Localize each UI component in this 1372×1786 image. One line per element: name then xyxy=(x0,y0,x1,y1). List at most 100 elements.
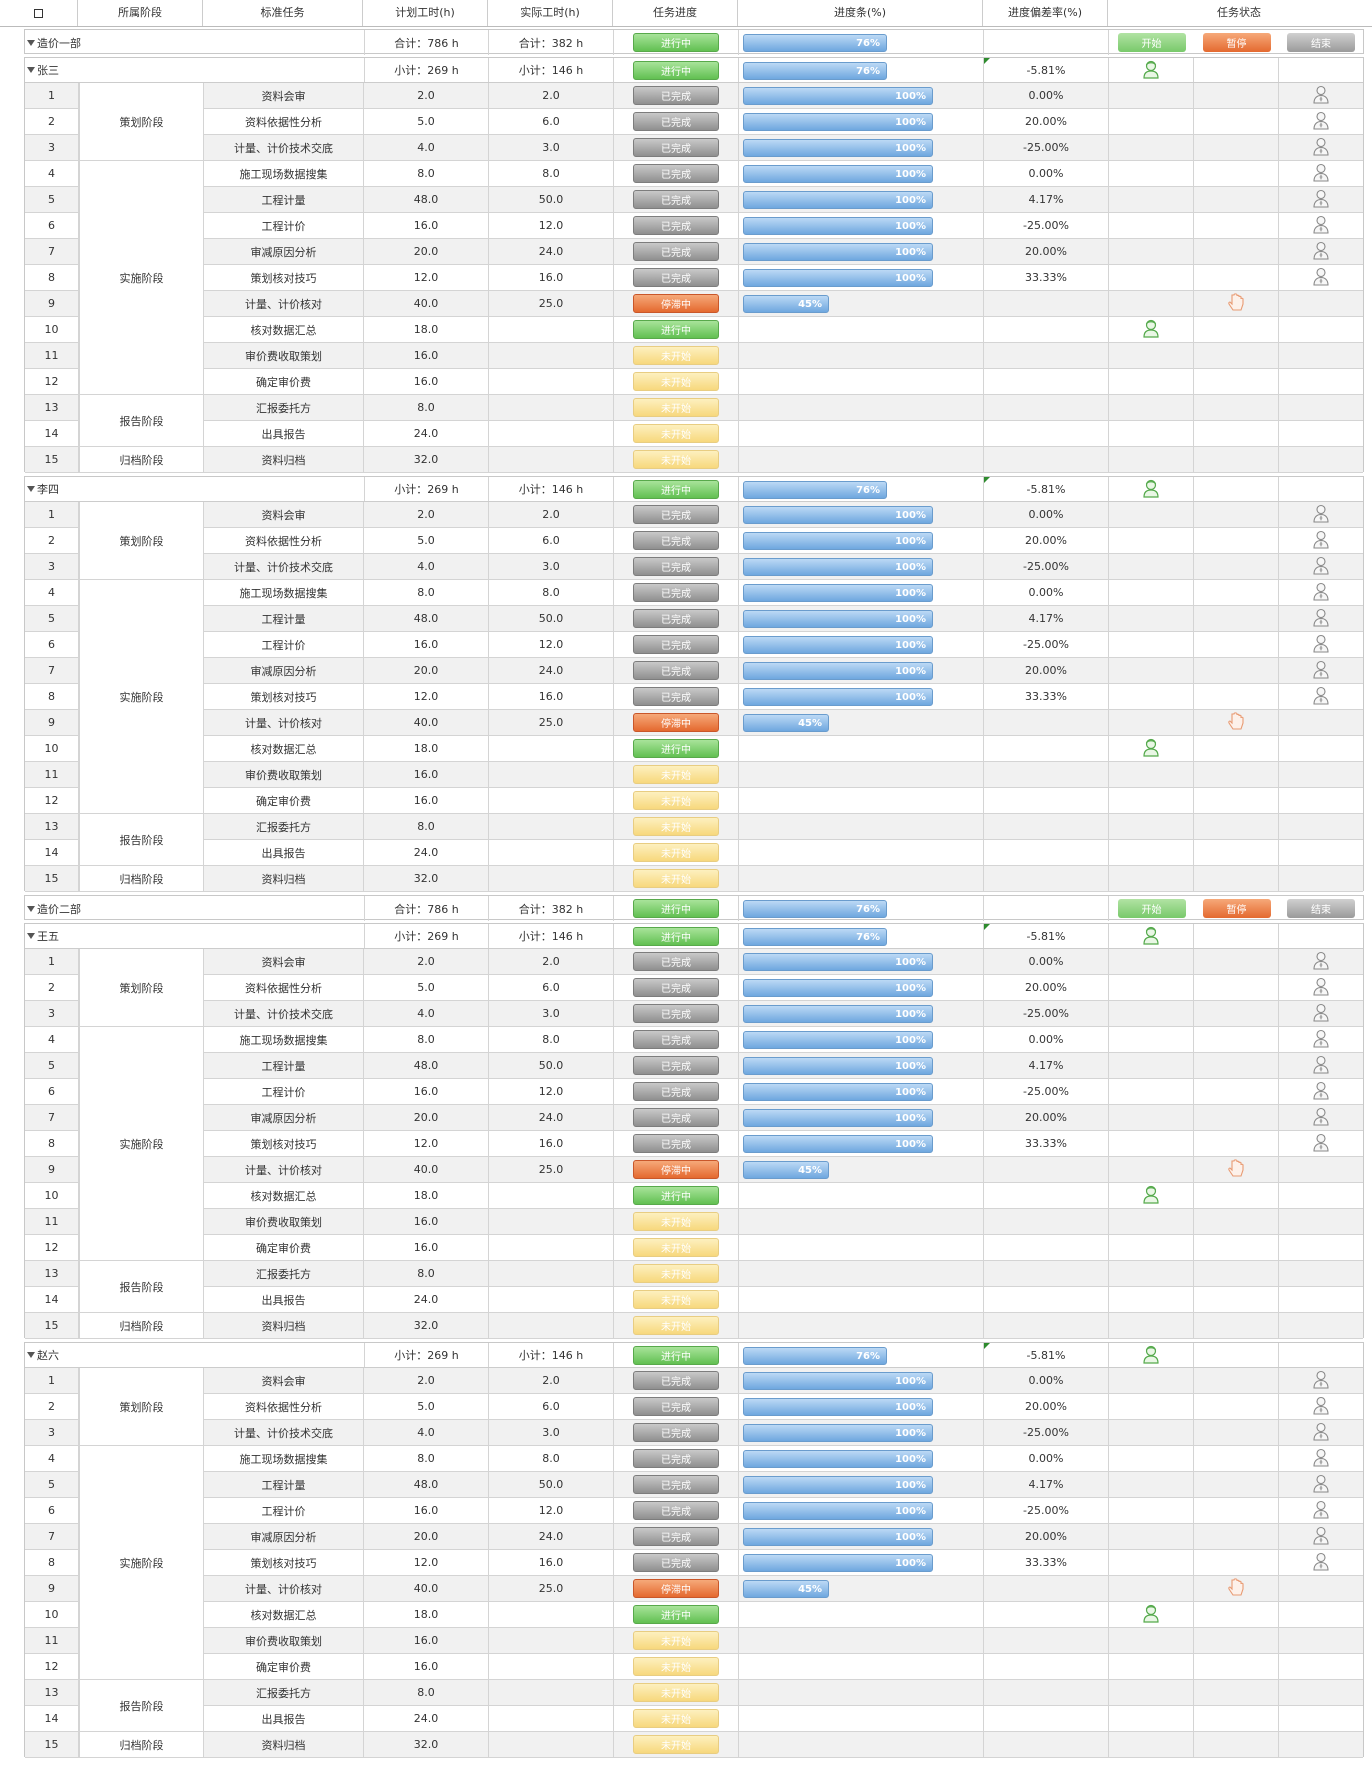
collapse-triangle-icon[interactable] xyxy=(27,1352,35,1358)
person-icon[interactable] xyxy=(1312,266,1330,289)
task-status-button[interactable]: 已完成 xyxy=(633,1371,719,1390)
start-button[interactable]: 开始 xyxy=(1117,899,1186,918)
end-button[interactable]: 结束 xyxy=(1287,899,1355,918)
table-row[interactable]: 14 出具报告 24.0 未开始 xyxy=(25,840,1363,866)
table-row[interactable]: 10 核对数据汇总 18.0 进行中 xyxy=(25,317,1363,343)
task-status-button[interactable]: 已完成 xyxy=(633,1108,719,1127)
table-row[interactable]: 4 施工现场数据搜集 8.0 8.0 已完成 100% 0.00% xyxy=(25,1027,1363,1053)
person-icon[interactable] xyxy=(1312,1447,1330,1470)
task-status-button[interactable]: 未开始 xyxy=(633,398,719,417)
department-toggle[interactable]: 造价一部 xyxy=(27,30,81,55)
table-row[interactable]: 1 资料会审 2.0 2.0 已完成 100% 0.00% xyxy=(25,1368,1363,1394)
person-icon[interactable] xyxy=(1312,84,1330,107)
person-icon[interactable] xyxy=(1312,1106,1330,1129)
table-row[interactable]: 11 审价费收取策划 16.0 未开始 xyxy=(25,762,1363,788)
task-status-button[interactable]: 已完成 xyxy=(633,112,719,131)
person-icon[interactable] xyxy=(1312,1421,1330,1444)
task-status-button[interactable]: 进行中 xyxy=(633,320,719,339)
table-row[interactable]: 14 出具报告 24.0 未开始 xyxy=(25,421,1363,447)
collapse-triangle-icon[interactable] xyxy=(27,905,35,912)
table-row[interactable]: 9 计量、计价核对 40.0 25.0 停滞中 45% xyxy=(25,710,1363,736)
person-icon[interactable] xyxy=(1312,555,1330,578)
collapse-triangle-icon[interactable] xyxy=(27,933,35,939)
task-status-button[interactable]: 已完成 xyxy=(633,1553,719,1572)
table-row[interactable]: 9 计量、计价核对 40.0 25.0 停滞中 45% xyxy=(25,1576,1363,1602)
task-status-button[interactable]: 已完成 xyxy=(633,531,719,550)
task-status-button[interactable]: 未开始 xyxy=(633,450,719,469)
person-icon[interactable] xyxy=(1312,581,1330,604)
table-row[interactable]: 7 审减原因分析 20.0 24.0 已完成 100% 20.00% xyxy=(25,1105,1363,1131)
task-status-button[interactable]: 未开始 xyxy=(633,372,719,391)
table-row[interactable]: 4 施工现场数据搜集 8.0 8.0 已完成 100% 0.00% xyxy=(25,161,1363,187)
person-status-button[interactable]: 进行中 xyxy=(633,1345,719,1365)
table-row[interactable]: 4 施工现场数据搜集 8.0 8.0 已完成 100% 0.00% xyxy=(25,1446,1363,1472)
person-icon[interactable] xyxy=(1312,1525,1330,1548)
task-status-button[interactable]: 已完成 xyxy=(633,557,719,576)
task-status-button[interactable]: 已完成 xyxy=(633,164,719,183)
task-status-button[interactable]: 未开始 xyxy=(633,869,719,888)
task-status-button[interactable]: 未开始 xyxy=(633,1264,719,1283)
task-status-button[interactable]: 未开始 xyxy=(633,791,719,810)
start-button[interactable]: 开始 xyxy=(1117,33,1186,52)
table-row[interactable]: 13 汇报委托方 8.0 未开始 xyxy=(25,395,1363,421)
task-status-button[interactable]: 未开始 xyxy=(633,1683,719,1702)
person-icon[interactable] xyxy=(1312,633,1330,656)
person-working-icon[interactable] xyxy=(1142,318,1160,341)
person-status-button[interactable]: 进行中 xyxy=(633,926,719,946)
table-row[interactable]: 7 审减原因分析 20.0 24.0 已完成 100% 20.00% xyxy=(25,239,1363,265)
department-status-button[interactable]: 进行中 xyxy=(633,33,719,52)
task-status-button[interactable]: 已完成 xyxy=(633,1004,719,1023)
table-row[interactable]: 8 策划核对技巧 12.0 16.0 已完成 100% 33.33% xyxy=(25,265,1363,291)
task-status-button[interactable]: 已完成 xyxy=(633,1475,719,1494)
hand-pointer-icon[interactable] xyxy=(1227,1577,1245,1600)
table-row[interactable]: 15 资料归档 32.0 未开始 xyxy=(25,447,1363,473)
person-icon[interactable] xyxy=(1312,976,1330,999)
task-status-button[interactable]: 已完成 xyxy=(633,583,719,602)
person-icon[interactable] xyxy=(1312,1551,1330,1574)
task-status-button[interactable]: 停滞中 xyxy=(633,713,719,732)
table-row[interactable]: 6 工程计价 16.0 12.0 已完成 100% -25.00% xyxy=(25,1498,1363,1524)
person-working-icon[interactable] xyxy=(1142,1184,1160,1207)
table-row[interactable]: 7 审减原因分析 20.0 24.0 已完成 100% 20.00% xyxy=(25,658,1363,684)
person-icon[interactable] xyxy=(1312,529,1330,552)
task-status-button[interactable]: 已完成 xyxy=(633,1527,719,1546)
task-status-button[interactable]: 停滞中 xyxy=(633,1579,719,1598)
task-status-button[interactable]: 未开始 xyxy=(633,1290,719,1309)
person-icon[interactable] xyxy=(1312,1080,1330,1103)
person-icon[interactable] xyxy=(1312,1028,1330,1051)
task-status-button[interactable]: 已完成 xyxy=(633,86,719,105)
col-task-status[interactable]: 任务状态 xyxy=(1217,6,1261,19)
table-row[interactable]: 15 资料归档 32.0 未开始 xyxy=(25,1732,1363,1758)
person-working-icon[interactable] xyxy=(1142,59,1160,82)
col-actual-hours[interactable]: 实际工时(h) xyxy=(488,0,613,26)
table-row[interactable]: 2 资料依据性分析 5.0 6.0 已完成 100% 20.00% xyxy=(25,975,1363,1001)
person-icon[interactable] xyxy=(1312,240,1330,263)
task-status-button[interactable]: 未开始 xyxy=(633,1212,719,1231)
task-status-button[interactable]: 已完成 xyxy=(633,635,719,654)
table-row[interactable]: 10 核对数据汇总 18.0 进行中 xyxy=(25,736,1363,762)
table-row[interactable]: 8 策划核对技巧 12.0 16.0 已完成 100% 33.33% xyxy=(25,1550,1363,1576)
table-row[interactable]: 2 资料依据性分析 5.0 6.0 已完成 100% 20.00% xyxy=(25,528,1363,554)
table-row[interactable]: 6 工程计价 16.0 12.0 已完成 100% -25.00% xyxy=(25,1079,1363,1105)
task-status-button[interactable]: 未开始 xyxy=(633,1631,719,1650)
table-row[interactable]: 1 资料会审 2.0 2.0 已完成 100% 0.00% xyxy=(25,502,1363,528)
col-deviation[interactable]: 进度偏差率(%) xyxy=(983,0,1108,26)
person-icon[interactable] xyxy=(1312,1499,1330,1522)
table-row[interactable]: 5 工程计量 48.0 50.0 已完成 100% 4.17% xyxy=(25,187,1363,213)
task-status-button[interactable]: 未开始 xyxy=(633,346,719,365)
table-row[interactable]: 1 资料会审 2.0 2.0 已完成 100% 0.00% xyxy=(25,83,1363,109)
table-row[interactable]: 15 资料归档 32.0 未开始 xyxy=(25,1313,1363,1339)
table-row[interactable]: 11 审价费收取策划 16.0 未开始 xyxy=(25,343,1363,369)
person-icon[interactable] xyxy=(1312,136,1330,159)
person-icon[interactable] xyxy=(1312,1395,1330,1418)
end-button[interactable]: 结束 xyxy=(1287,33,1355,52)
task-status-button[interactable]: 已完成 xyxy=(633,1501,719,1520)
task-status-button[interactable]: 未开始 xyxy=(633,424,719,443)
task-status-button[interactable]: 进行中 xyxy=(633,1186,719,1205)
task-status-button[interactable]: 未开始 xyxy=(633,843,719,862)
person-toggle[interactable]: 王五 xyxy=(27,924,59,948)
task-status-button[interactable]: 停滞中 xyxy=(633,294,719,313)
table-row[interactable]: 2 资料依据性分析 5.0 6.0 已完成 100% 20.00% xyxy=(25,109,1363,135)
col-progress-bar[interactable]: 进度条(%) xyxy=(738,0,983,26)
person-icon[interactable] xyxy=(1312,162,1330,185)
